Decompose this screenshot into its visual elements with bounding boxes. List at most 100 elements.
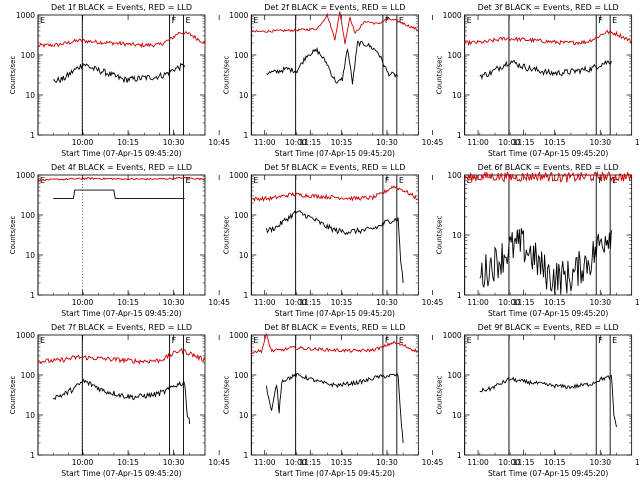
x-tick-label: 10:15 (544, 458, 566, 467)
series-line (250, 333, 419, 354)
y-axis-label: Counts/sec (436, 216, 444, 255)
y-tick-label: 1 (244, 451, 249, 460)
series-line (37, 347, 206, 366)
marker-label: E (467, 336, 472, 345)
marker-label: E (612, 336, 617, 345)
y-tick-label: 100 (447, 51, 462, 60)
marker-label: E (40, 176, 45, 185)
x-tick-label: 10:45 (635, 298, 640, 307)
chart-title: Det 4f BLACK = Events, RED = LLD (51, 163, 192, 172)
marker-label: E (399, 16, 404, 25)
x-tick-label: 10:45 (208, 138, 230, 147)
y-tick-label: 1 (457, 291, 462, 300)
series-line (464, 29, 633, 47)
y-axis-label: Counts/sec (222, 56, 230, 95)
y-tick-label: 100 (234, 211, 249, 220)
marker-label: E (40, 16, 45, 25)
x-axis-label: Start Time (07-Apr-15 09:45:20) (488, 469, 608, 478)
chart-panel: Det 7f BLACK = Events, RED = LLD 1 10 100 10… (9, 323, 321, 478)
y-tick-label: 1 (30, 451, 35, 460)
y-tick-label: 10 (452, 411, 462, 420)
x-tick-label: 10:30 (376, 138, 398, 147)
x-tick-label: 10:15 (544, 298, 566, 307)
y-axis-label: Counts/sec (9, 216, 17, 255)
x-tick-label: 11:15 (299, 298, 321, 307)
series-line (266, 210, 404, 284)
x-tick-label: 10:45 (422, 298, 444, 307)
y-tick-label: 100 (234, 371, 249, 380)
y-tick-label: 100 (447, 171, 462, 180)
x-tick-label: 10:30 (163, 458, 185, 467)
marker-label: F (385, 336, 390, 345)
y-tick-label: 1000 (443, 11, 462, 20)
x-tick-label: 11:15 (513, 138, 535, 147)
y-tick-label: 1000 (229, 171, 248, 180)
x-tick-label: 10:30 (589, 138, 611, 147)
x-axis-label: Start Time (07-Apr-15 09:45:20) (275, 309, 395, 318)
y-tick-label: 1 (244, 131, 249, 140)
x-tick-label: 10:45 (208, 298, 230, 307)
marker-label: E (185, 336, 190, 345)
x-tick-label: 11:00 (254, 458, 276, 467)
chart-panel: Det 8f BLACK = Events, RED = LLD 1 10 100 10… (222, 323, 534, 478)
x-axis-label: Start Time (07-Apr-15 09:45:20) (61, 149, 181, 158)
y-tick-label: 1 (457, 451, 462, 460)
chart-title: Det 7f BLACK = Events, RED = LLD (51, 323, 192, 332)
x-tick-label: 10:15 (331, 298, 353, 307)
y-tick-label: 1000 (229, 331, 248, 340)
y-tick-label: 10 (239, 91, 249, 100)
marker-label: E (612, 16, 617, 25)
chart-panel: Det 2f BLACK = Events, RED = LLD 1 10 100 10… (222, 3, 534, 158)
x-tick-label: 10:15 (331, 458, 353, 467)
y-axis-label: Counts/sec (436, 56, 444, 95)
x-tick-label: 10:30 (376, 458, 398, 467)
series-line (52, 378, 191, 424)
y-tick-label: 1 (244, 291, 249, 300)
x-tick-label: 11:15 (299, 458, 321, 467)
x-tick-label: 10:00 (72, 138, 94, 147)
y-tick-label: 10 (25, 411, 35, 420)
series-line (266, 372, 404, 444)
x-tick-label: 10:15 (117, 458, 139, 467)
chart-panel: Det 5f BLACK = Events, RED = LLD 1 10 100 10… (222, 163, 534, 318)
marker-label: E (399, 336, 404, 345)
marker-label: E (185, 176, 190, 185)
x-axis-label: Start Time (07-Apr-15 09:45:20) (488, 149, 608, 158)
x-tick-label: 11:00 (467, 298, 489, 307)
x-tick-label: 10:00 (285, 458, 307, 467)
chart-title: Det 9f BLACK = Events, RED = LLD (478, 323, 619, 332)
x-tick-label: 10:15 (117, 298, 139, 307)
y-tick-label: 1000 (229, 11, 248, 20)
marker-label: E (185, 16, 190, 25)
x-tick-label: 10:30 (589, 298, 611, 307)
y-tick-label: 1000 (443, 331, 462, 340)
x-tick-label: 10:00 (72, 458, 94, 467)
series-line (266, 40, 399, 85)
x-tick-label: 10:30 (163, 138, 185, 147)
x-tick-label: 10:00 (498, 458, 520, 467)
series-line (37, 30, 206, 49)
y-axis-label: Counts/sec (222, 216, 230, 255)
x-tick-label: 11:00 (254, 138, 276, 147)
chart-title: Det 6f BLACK = Events, RED = LLD (478, 163, 619, 172)
y-tick-label: 10 (452, 91, 462, 100)
y-axis-label: Counts/sec (222, 376, 230, 415)
x-tick-label: 10:30 (376, 298, 398, 307)
x-tick-label: 11:15 (513, 458, 535, 467)
marker-label: F (385, 176, 390, 185)
series-line (37, 176, 206, 182)
y-tick-label: 100 (447, 371, 462, 380)
chart-title: Det 1f BLACK = Events, RED = LLD (51, 3, 192, 12)
y-tick-label: 1 (30, 291, 35, 300)
marker-label: E (253, 16, 258, 25)
x-tick-label: 11:15 (513, 298, 535, 307)
x-tick-label: 10:45 (208, 458, 230, 467)
y-tick-label: 100 (21, 211, 36, 220)
x-tick-label: 11:00 (467, 138, 489, 147)
series-line (464, 170, 633, 183)
marker-label: E (467, 16, 472, 25)
x-tick-label: 10:45 (422, 138, 444, 147)
x-axis-label: Start Time (07-Apr-15 09:45:20) (275, 469, 395, 478)
y-tick-label: 100 (234, 51, 249, 60)
